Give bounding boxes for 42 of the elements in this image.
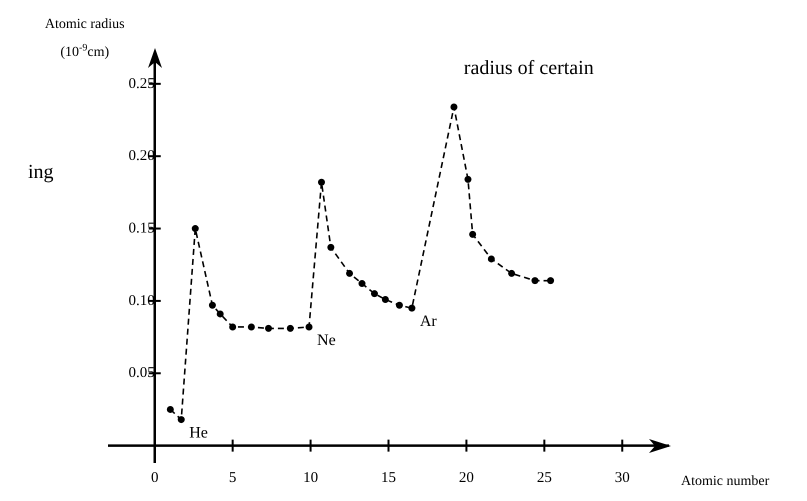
x-axis-title: Atomic number [681,474,770,489]
point [508,270,516,277]
point [208,302,216,309]
point [248,323,255,330]
x-tick-label: 5 [228,470,236,486]
point [464,176,472,183]
point [488,255,495,262]
point [216,310,224,318]
point [166,406,174,413]
annotation: He [189,424,208,442]
point [408,304,416,312]
point [382,296,389,303]
annotation: Ar [420,313,438,330]
x-tick-label: 25 [536,470,552,486]
y-tick-label: 0.15 [128,220,155,236]
x-tick-label: 15 [381,470,396,486]
point [318,178,325,186]
point [306,323,313,330]
point [229,323,236,330]
x-tick-label: 30 [614,470,630,486]
point [370,290,378,298]
x-tick-label: 0 [151,470,158,486]
point [327,244,334,251]
point [346,270,354,277]
point [192,225,199,232]
y-tick-label: 0.10 [128,292,155,309]
point [531,277,538,284]
point [286,324,294,332]
point [178,416,185,424]
point [547,277,554,284]
point [469,230,476,238]
annotation: Ne [317,332,336,349]
point [396,302,403,309]
point [265,324,272,332]
chart-title: radius of certain [464,57,594,79]
x-tick-label: 10 [303,470,318,486]
point [358,280,366,288]
y-tick-label: 0.25 [128,76,155,92]
point [450,103,458,110]
x-tick-label: 20 [458,470,474,486]
text: ing [28,160,54,183]
y-tick-label: 0.05 [128,365,155,382]
